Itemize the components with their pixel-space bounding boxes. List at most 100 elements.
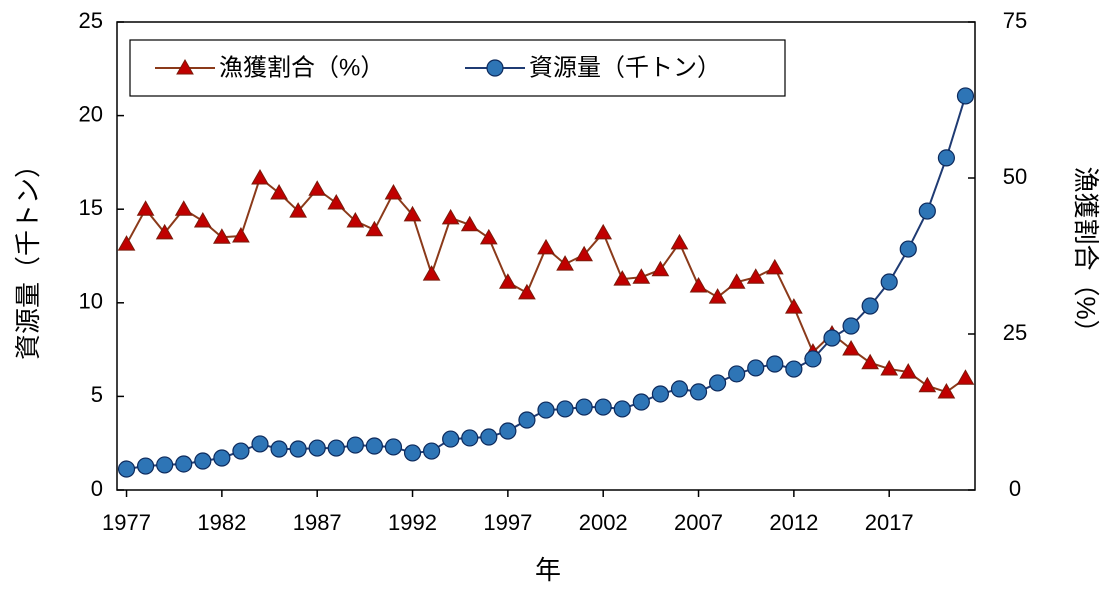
data-point bbox=[575, 245, 593, 262]
data-point bbox=[670, 233, 689, 250]
data-point bbox=[689, 276, 708, 293]
data-point bbox=[937, 149, 956, 167]
data-point bbox=[594, 398, 612, 416]
data-point bbox=[632, 268, 651, 284]
data-point bbox=[232, 442, 250, 460]
data-point bbox=[899, 363, 918, 379]
data-point bbox=[403, 444, 422, 462]
data-point bbox=[804, 350, 822, 368]
data-point bbox=[213, 228, 231, 244]
data-point bbox=[346, 436, 364, 454]
data-point bbox=[842, 339, 860, 356]
data-point bbox=[499, 422, 517, 440]
data-point bbox=[899, 240, 917, 258]
y-tick-label: 10 bbox=[79, 289, 103, 314]
data-point bbox=[937, 383, 956, 399]
x-tick-label: 2017 bbox=[865, 510, 914, 535]
data-point bbox=[746, 268, 765, 284]
data-point bbox=[651, 385, 670, 403]
data-point bbox=[613, 400, 631, 418]
data-point bbox=[766, 355, 784, 373]
data-point bbox=[518, 411, 536, 429]
data-point bbox=[461, 429, 479, 447]
x-tick-label: 2012 bbox=[769, 510, 818, 535]
data-point bbox=[270, 183, 288, 200]
data-point bbox=[956, 369, 975, 385]
data-point bbox=[422, 265, 441, 281]
data-point bbox=[918, 202, 936, 220]
data-point bbox=[765, 258, 784, 275]
y-tick-label: 15 bbox=[79, 195, 103, 220]
data-point bbox=[880, 273, 898, 291]
data-point bbox=[823, 329, 841, 347]
data-point bbox=[117, 460, 136, 478]
data-point bbox=[575, 398, 593, 416]
data-point bbox=[708, 288, 727, 304]
y2-tick-label: 0 bbox=[1009, 476, 1021, 501]
plot-area bbox=[116, 21, 976, 491]
x-tick-label: 2007 bbox=[674, 510, 723, 535]
data-point bbox=[480, 428, 498, 446]
data-point bbox=[441, 208, 460, 225]
x-tick-label: 1997 bbox=[483, 510, 532, 535]
data-point bbox=[880, 359, 899, 376]
data-point bbox=[537, 238, 555, 255]
data-point bbox=[918, 376, 937, 393]
data-point bbox=[327, 439, 345, 457]
data-point bbox=[518, 283, 536, 300]
legend-label: 資源量（千トン） bbox=[529, 54, 721, 81]
data-point bbox=[136, 200, 155, 216]
data-point bbox=[289, 440, 307, 458]
data-point bbox=[861, 353, 879, 370]
x-tick-label: 1992 bbox=[388, 510, 437, 535]
data-point bbox=[365, 437, 383, 455]
data-point bbox=[785, 360, 803, 378]
data-point bbox=[327, 193, 346, 210]
legend-marker bbox=[486, 59, 504, 77]
data-point bbox=[594, 223, 613, 240]
data-point bbox=[308, 439, 326, 457]
data-point bbox=[651, 260, 670, 277]
data-point bbox=[423, 442, 441, 460]
legend: 漁獲割合（%） 資源量（千トン） bbox=[129, 39, 786, 97]
x-tick-label: 2002 bbox=[579, 510, 628, 535]
data-point bbox=[346, 212, 365, 228]
data-point bbox=[213, 449, 231, 467]
data-point bbox=[499, 273, 517, 289]
y-tick-label: 0 bbox=[91, 476, 103, 501]
data-point bbox=[537, 401, 555, 419]
data-point bbox=[289, 202, 307, 218]
x-tick-label: 1982 bbox=[197, 510, 246, 535]
data-point bbox=[270, 440, 288, 458]
data-point bbox=[232, 227, 250, 243]
data-point bbox=[251, 168, 269, 185]
y-axis-title: 資源量（千トン） bbox=[13, 152, 43, 360]
data-point bbox=[193, 212, 212, 228]
data-point bbox=[785, 298, 803, 314]
data-point bbox=[842, 317, 860, 335]
data-point bbox=[708, 374, 727, 392]
data-point bbox=[384, 438, 403, 456]
data-point bbox=[365, 220, 384, 237]
data-point bbox=[727, 273, 746, 289]
series-line bbox=[125, 176, 967, 394]
legend-label: 漁獲割合（%） bbox=[219, 54, 384, 81]
data-point bbox=[747, 359, 765, 377]
data-point bbox=[479, 228, 498, 245]
y2-tick-label: 75 bbox=[1003, 8, 1027, 33]
legend-marker bbox=[176, 58, 194, 75]
legend-box bbox=[129, 39, 786, 97]
y-tick-label: 20 bbox=[79, 101, 103, 126]
data-point bbox=[632, 393, 650, 411]
data-point bbox=[156, 456, 174, 474]
data-point bbox=[689, 383, 708, 401]
data-point bbox=[556, 255, 574, 271]
data-point bbox=[556, 400, 574, 418]
data-point bbox=[384, 183, 403, 200]
x-axis-title: 年 bbox=[535, 555, 561, 585]
data-point bbox=[174, 200, 193, 216]
data-point bbox=[117, 235, 136, 251]
data-point bbox=[460, 215, 479, 232]
data-point bbox=[861, 297, 879, 315]
